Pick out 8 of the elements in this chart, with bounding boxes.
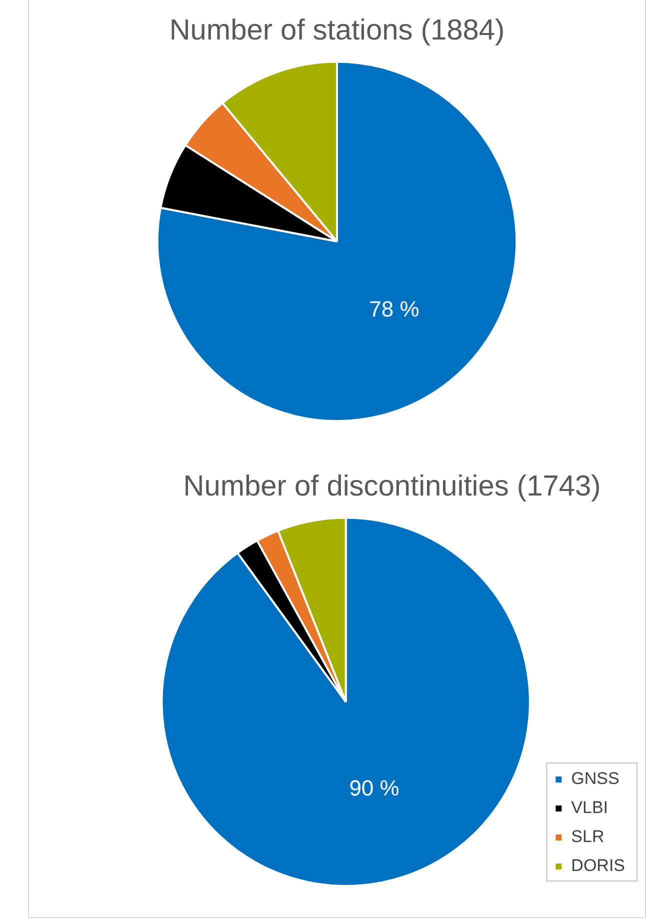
legend-label: DORIS <box>571 856 626 876</box>
legend-label: GNSS <box>571 769 620 788</box>
chart-title: Number of discontinuities (1743) <box>183 470 601 502</box>
chart-title: Number of stations (1884) <box>169 14 505 46</box>
legend-label: VLBI <box>571 798 608 818</box>
legend-label: SLR <box>571 827 604 846</box>
data-label: 90 % <box>349 776 400 801</box>
data-label: 78 % <box>369 296 420 322</box>
